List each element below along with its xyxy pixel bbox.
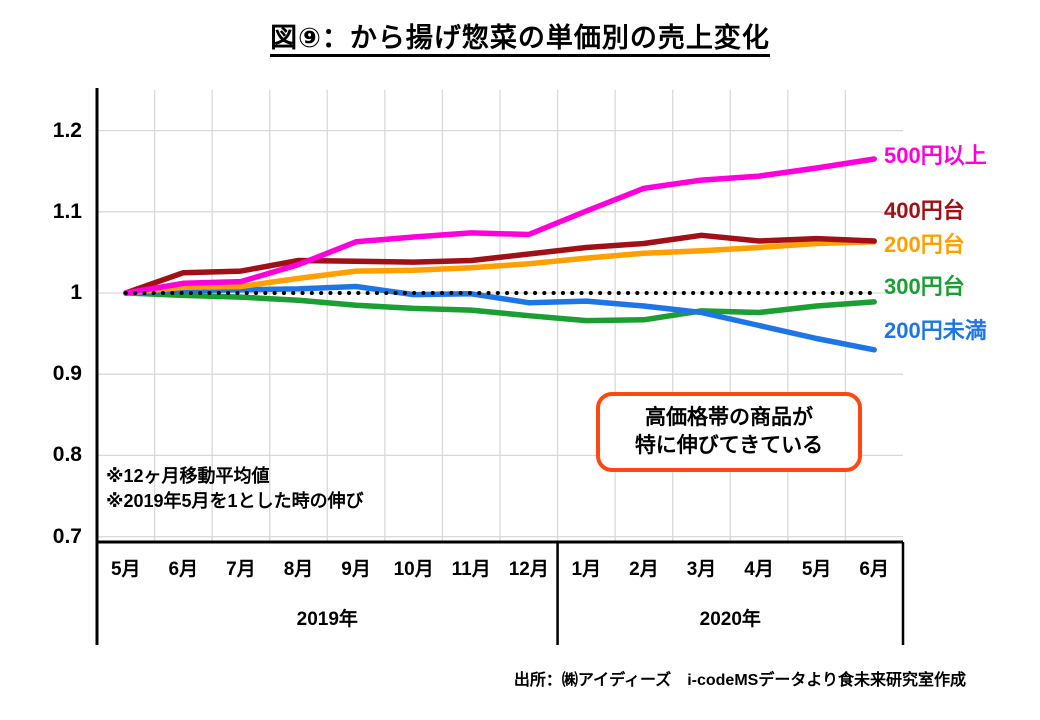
y-axis-tick-label: 1.1 (52, 199, 82, 223)
x-axis-month-label: 6月 (859, 559, 889, 580)
y-axis-tick-label: 1.2 (52, 118, 82, 142)
x-axis-year-label: 2020年 (699, 609, 761, 630)
x-axis-month-label: 3月 (686, 559, 717, 580)
x-axis-month-label: 5月 (110, 559, 141, 580)
callout-line-1: 高価格帯の商品が (645, 406, 813, 429)
x-axis-month-label: 10月 (393, 559, 434, 580)
y-axis-tick-label: 1 (70, 281, 82, 304)
y-axis-tick-label: 0.8 (52, 443, 82, 467)
callout-line-2: 特に伸びてきている (634, 434, 824, 457)
legend-label-series-0: 500円以上 (884, 143, 987, 168)
x-axis-month-label: 6月 (168, 559, 199, 580)
series-line-1 (123, 232, 877, 296)
y-axis-tick-label: 0.9 (52, 362, 82, 386)
series-line-2 (123, 239, 877, 296)
x-axis-month-label: 8月 (283, 559, 314, 580)
series-line-0 (123, 156, 877, 296)
x-axis-year-label: 2019年 (296, 609, 358, 630)
chart-title-text: 図⑨：から揚げ惣菜の単価別の売上変化 (270, 23, 770, 53)
y-axis-tick-label: 0.7 (52, 524, 82, 548)
chart-notes: ※12ヶ月移動平均値 ※2019年5月を1とした時の伸び (106, 464, 364, 514)
x-axis-month-label: 12月 (508, 559, 549, 580)
note-moving-average: ※12ヶ月移動平均値 (106, 466, 270, 486)
legend-label-series-2: 200円台 (884, 232, 965, 257)
legend-label-series-4: 200円未満 (884, 318, 987, 343)
series-line-4 (123, 283, 877, 353)
x-axis-month-label: 2月 (629, 559, 659, 580)
chart-title: 図⑨：から揚げ惣菜の単価別の売上変化 (0, 16, 1040, 55)
x-axis-month-label: 7月 (226, 559, 256, 580)
x-axis-month-label: 5月 (801, 559, 832, 580)
legend-label-series-3: 300円台 (884, 274, 965, 299)
x-axis-month-label: 9月 (341, 559, 371, 580)
legend-label-series-1: 400円台 (884, 198, 965, 223)
source-credit: 出所：㈱アイディーズ i-codeMSデータより食未来研究室作成 (513, 672, 966, 689)
series-line-3 (123, 290, 877, 324)
note-baseline-definition: ※2019年5月を1とした時の伸び (106, 491, 364, 511)
x-axis-month-label: 1月 (571, 559, 602, 580)
x-axis-month-label: 4月 (744, 559, 774, 580)
x-axis-month-label: 11月 (451, 559, 491, 580)
callout-box: 高価格帯の商品が 特に伸びてきている (596, 392, 862, 472)
